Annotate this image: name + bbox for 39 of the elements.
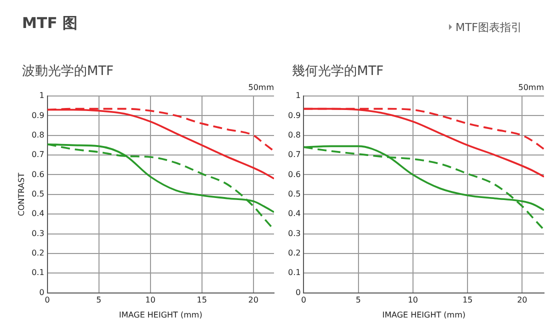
x-axis-title: IMAGE HEIGHT (mm) bbox=[382, 310, 466, 320]
x-axis-title: IMAGE HEIGHT (mm) bbox=[119, 310, 202, 320]
x-tick-label: 15 bbox=[462, 296, 473, 305]
y-tick-label: 0.2 bbox=[32, 248, 44, 258]
y-tick-label: 0.1 bbox=[288, 268, 301, 278]
y-tick-label: 0.9 bbox=[32, 110, 44, 120]
x-tick-label: 15 bbox=[196, 296, 207, 305]
y-tick-label: 0.1 bbox=[32, 268, 44, 278]
y-tick-label: 0.4 bbox=[32, 209, 44, 218]
y-tick-label: 0.8 bbox=[288, 130, 301, 140]
x-tick-label: 10 bbox=[145, 296, 156, 305]
chart-title: 波動光学的MTF bbox=[22, 63, 114, 80]
x-tick-label: 10 bbox=[408, 296, 418, 305]
text: MTF 图 bbox=[22, 14, 78, 33]
x-tick-label: 5 bbox=[356, 296, 361, 305]
y-tick-label: 0.7 bbox=[288, 150, 301, 160]
y-tick-label: 1 bbox=[296, 91, 301, 100]
x-tick-label: 20 bbox=[248, 296, 258, 305]
y-tick-label: 1 bbox=[39, 91, 44, 100]
text: 50mm bbox=[248, 83, 274, 92]
y-tick-label: 0.8 bbox=[32, 130, 44, 140]
y-tick-label: 0.6 bbox=[288, 170, 301, 179]
x-tick-label: 20 bbox=[517, 296, 528, 305]
x-tick-label: 5 bbox=[96, 296, 102, 305]
y-tick-label: 0.3 bbox=[32, 228, 44, 238]
y-tick-label: 0.7 bbox=[32, 150, 44, 160]
y-axis-title: CONTRAST bbox=[16, 172, 26, 216]
y-tick-label: 0.5 bbox=[32, 189, 44, 198]
chart-title: 幾何光学的MTF bbox=[292, 63, 384, 80]
y-tick-label: 0.9 bbox=[288, 110, 301, 120]
y-tick-label: 0.5 bbox=[288, 189, 301, 198]
y-tick-label: 0.3 bbox=[288, 228, 301, 238]
y-tick-label: 0.4 bbox=[288, 209, 301, 218]
text: MTF图表指引 bbox=[455, 20, 522, 35]
text: 50mm bbox=[518, 83, 544, 92]
y-tick-label: 0.2 bbox=[288, 248, 301, 258]
y-tick-label: 0.6 bbox=[32, 170, 44, 179]
y-tick-label: 0 bbox=[39, 288, 44, 297]
y-tick-label: 0 bbox=[296, 288, 301, 297]
